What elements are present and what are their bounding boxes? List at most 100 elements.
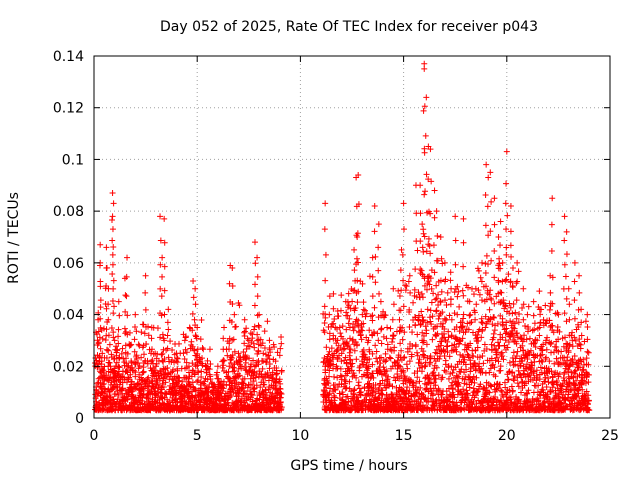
roti-point bbox=[343, 359, 350, 366]
roti-point bbox=[162, 379, 169, 386]
roti-point bbox=[265, 352, 272, 359]
roti-point bbox=[359, 327, 366, 334]
chart-title: Day 052 of 2025, Rate Of TEC Index for r… bbox=[160, 19, 538, 35]
roti-point bbox=[251, 326, 258, 333]
roti-point bbox=[93, 357, 100, 364]
y-tick-label: 0.12 bbox=[53, 101, 84, 117]
roti-point bbox=[106, 359, 113, 366]
roti-point bbox=[327, 385, 334, 392]
roti-point bbox=[221, 357, 228, 364]
roti-point bbox=[349, 360, 356, 367]
roti-point bbox=[138, 329, 145, 336]
roti-point bbox=[332, 387, 339, 394]
roti-point bbox=[385, 373, 392, 380]
roti-point bbox=[122, 328, 129, 335]
roti-point bbox=[220, 362, 227, 369]
roti-point bbox=[113, 359, 120, 366]
roti-point bbox=[241, 387, 248, 394]
roti-point bbox=[106, 341, 113, 348]
roti-point bbox=[341, 376, 348, 383]
roti-point bbox=[366, 273, 373, 280]
roti-point bbox=[141, 330, 148, 337]
roti-point bbox=[115, 392, 122, 399]
roti-point bbox=[345, 290, 352, 297]
roti-point bbox=[253, 362, 260, 369]
roti-point bbox=[134, 380, 141, 387]
roti-point bbox=[229, 368, 236, 375]
roti-point bbox=[261, 328, 268, 335]
roti-point bbox=[154, 351, 161, 358]
roti-point bbox=[346, 315, 353, 322]
x-tick-label: 5 bbox=[193, 428, 202, 444]
roti-point bbox=[198, 316, 205, 323]
roti-point bbox=[362, 313, 369, 320]
roti-point bbox=[188, 338, 195, 345]
y-tick-label: 0.08 bbox=[53, 204, 84, 220]
roti-point bbox=[256, 368, 263, 375]
roti-point bbox=[377, 360, 384, 367]
roti-point bbox=[369, 317, 376, 324]
roti-point bbox=[264, 318, 271, 325]
roti-point bbox=[372, 342, 379, 349]
roti-point bbox=[224, 352, 231, 359]
roti-point bbox=[362, 307, 369, 314]
roti-point bbox=[346, 349, 353, 356]
roti-point bbox=[218, 378, 225, 385]
roti-point bbox=[243, 346, 250, 353]
roti-point bbox=[98, 361, 105, 368]
roti-point bbox=[130, 400, 137, 407]
x-tick-label: 10 bbox=[291, 428, 309, 444]
roti-point bbox=[197, 336, 204, 343]
roti-point bbox=[256, 396, 263, 403]
y-axis-label: ROTI / TECUs bbox=[6, 192, 22, 284]
roti-point bbox=[145, 374, 152, 381]
roti-point bbox=[194, 350, 201, 357]
roti-point bbox=[159, 380, 166, 387]
roti-point bbox=[125, 374, 132, 381]
roti-point bbox=[334, 347, 341, 354]
roti-point bbox=[336, 324, 343, 331]
roti-point bbox=[145, 332, 152, 339]
roti-point bbox=[340, 341, 347, 348]
roti-point bbox=[374, 358, 381, 365]
roti-point bbox=[380, 364, 387, 371]
x-tick-label: 0 bbox=[90, 428, 99, 444]
roti-point bbox=[200, 346, 207, 353]
roti-point bbox=[154, 325, 161, 332]
roti-point bbox=[220, 385, 227, 392]
roti-point bbox=[363, 310, 370, 317]
roti-point bbox=[143, 378, 150, 385]
roti-point bbox=[362, 354, 369, 361]
roti-point bbox=[322, 314, 329, 321]
roti-point bbox=[170, 366, 177, 373]
roti-point bbox=[373, 348, 380, 355]
y-tick-label: 0.1 bbox=[62, 152, 84, 168]
roti-point bbox=[343, 394, 350, 401]
roti-point bbox=[158, 351, 165, 358]
roti-point bbox=[228, 360, 235, 367]
roti-point bbox=[243, 325, 250, 332]
roti-point bbox=[130, 367, 137, 374]
roti-point bbox=[118, 350, 125, 357]
roti-point bbox=[160, 358, 167, 365]
roti-point bbox=[240, 349, 247, 356]
roti-point bbox=[321, 319, 328, 326]
roti-point bbox=[345, 320, 352, 327]
roti-point bbox=[369, 361, 376, 368]
roti-point bbox=[331, 315, 338, 322]
roti-point bbox=[380, 333, 387, 340]
roti-point bbox=[248, 391, 255, 398]
roti-point bbox=[199, 345, 206, 352]
roti-point bbox=[349, 336, 356, 343]
roti-point bbox=[139, 369, 146, 376]
roti-point bbox=[350, 387, 357, 394]
y-tick-label: 0.04 bbox=[53, 308, 84, 324]
roti-point bbox=[166, 398, 173, 405]
roti-point bbox=[183, 349, 190, 356]
roti-point bbox=[135, 359, 142, 366]
roti-point bbox=[323, 344, 330, 351]
roti-point bbox=[343, 384, 350, 391]
roti-point bbox=[116, 364, 123, 371]
roti-point bbox=[165, 326, 172, 333]
